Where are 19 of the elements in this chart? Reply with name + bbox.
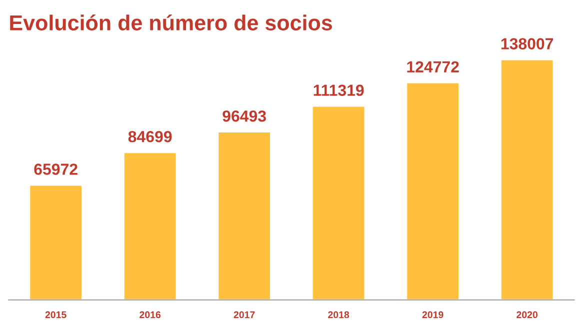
- bar: [122, 152, 178, 300]
- data-label: 111319: [314, 84, 364, 96]
- bar: [217, 131, 272, 300]
- data-label: 65972: [34, 164, 78, 175]
- bar: [28, 184, 83, 300]
- bar: [406, 82, 460, 300]
- bar: [311, 105, 366, 300]
- bar: [500, 58, 554, 300]
- data-label: 138007: [501, 38, 554, 50]
- x-tick-label: 2018: [328, 311, 350, 318]
- x-tick-label: 2020: [516, 311, 538, 318]
- data-label: 124772: [407, 61, 459, 72]
- data-label: 84699: [128, 130, 172, 142]
- x-tick-label: 2016: [140, 311, 161, 318]
- chart-title: Evolución de número de socios: [10, 14, 332, 30]
- x-tick-label: 2019: [422, 311, 444, 318]
- x-tick-label: 2017: [234, 311, 255, 318]
- data-label: 96493: [222, 110, 266, 122]
- x-tick-label: 2015: [45, 311, 66, 318]
